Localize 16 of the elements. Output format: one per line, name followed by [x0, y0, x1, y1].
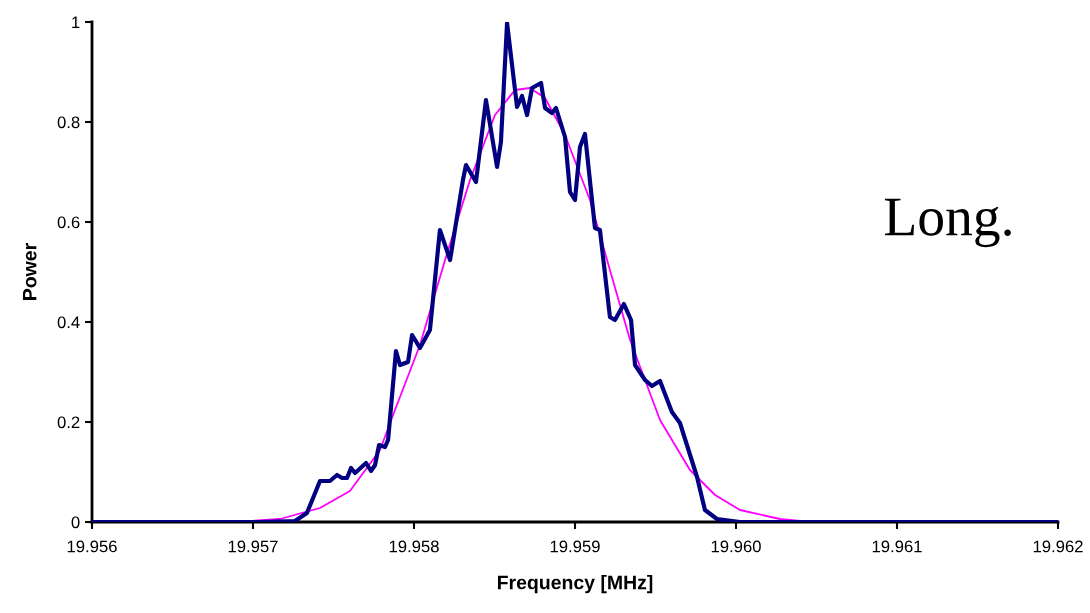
x-tick-label: 19.961 — [872, 540, 922, 553]
x-tick-label: 19.960 — [711, 540, 761, 553]
x-tick-label: 19.956 — [67, 540, 117, 553]
y-tick-label: 0 — [71, 516, 80, 529]
y-tick-label: 0.2 — [57, 416, 80, 429]
y-axis-title: Power — [22, 243, 37, 300]
y-tick-label: 0.6 — [57, 216, 80, 229]
annotation: Long. — [884, 198, 1011, 248]
y-tick-label: 1 — [72, 16, 80, 29]
x-tick-label: 19.958 — [389, 540, 439, 553]
x-tick-label: 19.957 — [228, 540, 278, 553]
x-tick-label: 19.962 — [1033, 540, 1083, 553]
x-tick-label: 19.959 — [550, 540, 600, 553]
y-tick-label: 0.8 — [57, 116, 80, 129]
x-axis-title: Frequency [MHz] — [497, 575, 653, 594]
y-tick-label: 0.4 — [57, 316, 80, 329]
